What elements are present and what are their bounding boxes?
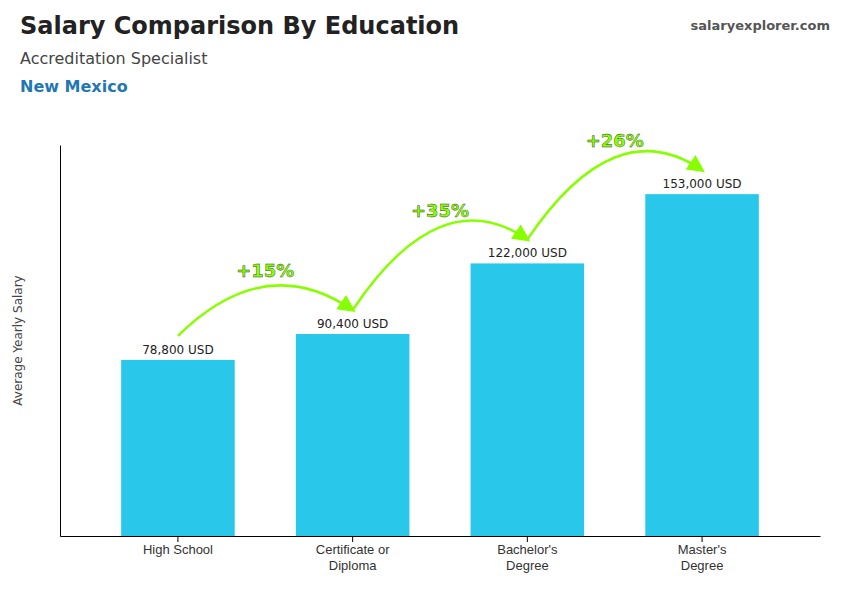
data-label: 90,400 USD: [317, 317, 388, 331]
change-arc: [353, 221, 528, 310]
bar: [645, 194, 759, 536]
y-axis-title: Average Yearly Salary: [11, 275, 25, 405]
x-axis: High School Certificate orDiploma Bachelor…: [61, 536, 821, 573]
x-tick: Certificate orDiploma: [316, 536, 390, 573]
x-tick-label: Certificate orDiploma: [316, 542, 390, 573]
x-tick-mark: [177, 536, 178, 542]
title: Salary Comparison By Education: [20, 12, 459, 40]
x-tick-mark: [527, 536, 528, 542]
subtitle: Accreditation Specialist: [20, 49, 207, 68]
bar: [121, 360, 235, 536]
data-label: 122,000 USD: [488, 246, 567, 260]
change-label: +35%: [411, 200, 469, 221]
chart: Salary Comparison By Education Accreditat…: [0, 0, 850, 606]
data-label: 153,000 USD: [663, 177, 742, 191]
annotation: New Mexico: [20, 77, 128, 96]
x-tick-label: Bachelor'sDegree: [497, 542, 558, 573]
x-tick-label: Master'sDegree: [678, 542, 727, 573]
change-arc: [527, 151, 702, 239]
change-arcs: +15% +35% +26%: [178, 130, 702, 335]
x-tick: Master'sDegree: [678, 536, 727, 573]
data-label: 78,800 USD: [142, 343, 213, 357]
x-tick-label: High School: [143, 542, 213, 557]
plot: High School Certificate orDiploma Bachelor…: [61, 130, 821, 572]
bars: [121, 194, 759, 536]
annotation: salaryexplorer.com: [691, 18, 830, 33]
data-labels: 78,800 USD 90,400 USD 122,000 USD 153,000 U…: [142, 177, 741, 357]
x-tick-mark: [352, 536, 353, 542]
x-tick-mark: [702, 536, 703, 542]
bar: [471, 263, 585, 536]
x-axis-line: [61, 536, 821, 537]
x-tick: Bachelor'sDegree: [497, 536, 558, 573]
y-axis-line: [60, 146, 61, 537]
bar: [296, 334, 410, 536]
change-label: +15%: [236, 260, 294, 281]
x-tick: High School: [143, 536, 213, 557]
y-axis: [60, 146, 61, 537]
change-label: +26%: [586, 130, 644, 151]
change-arc: [178, 285, 353, 336]
